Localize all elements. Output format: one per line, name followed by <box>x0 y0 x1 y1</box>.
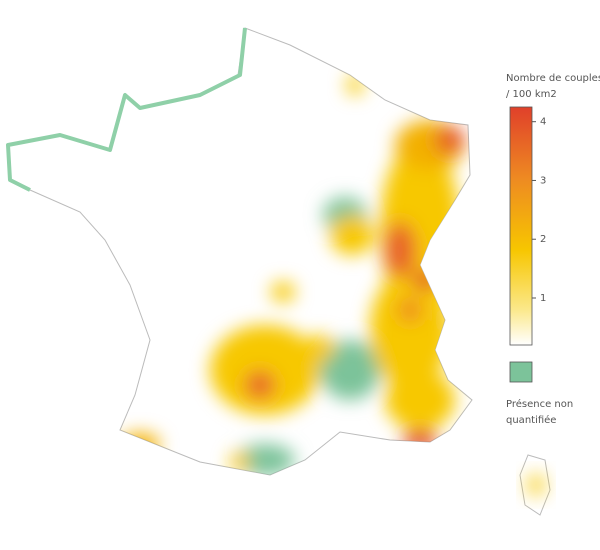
legend-title: / 100 km2 <box>506 89 557 100</box>
scale-tick-label: 1 <box>540 293 546 304</box>
scale-tick-label: 2 <box>540 234 546 245</box>
presence-label: quantifiée <box>506 414 556 426</box>
presence-label: Présence non <box>506 398 573 410</box>
density-blobs <box>120 75 465 475</box>
france <box>6 27 551 516</box>
legend: Nombre de couples / 100 km2 Présence non… <box>506 73 600 426</box>
scale-tick-label: 4 <box>540 117 546 128</box>
legend-title: Nombre de couples <box>506 73 600 84</box>
scale-tick-label: 3 <box>540 175 546 186</box>
color-scale <box>509 106 533 346</box>
presence-swatch <box>509 361 533 383</box>
